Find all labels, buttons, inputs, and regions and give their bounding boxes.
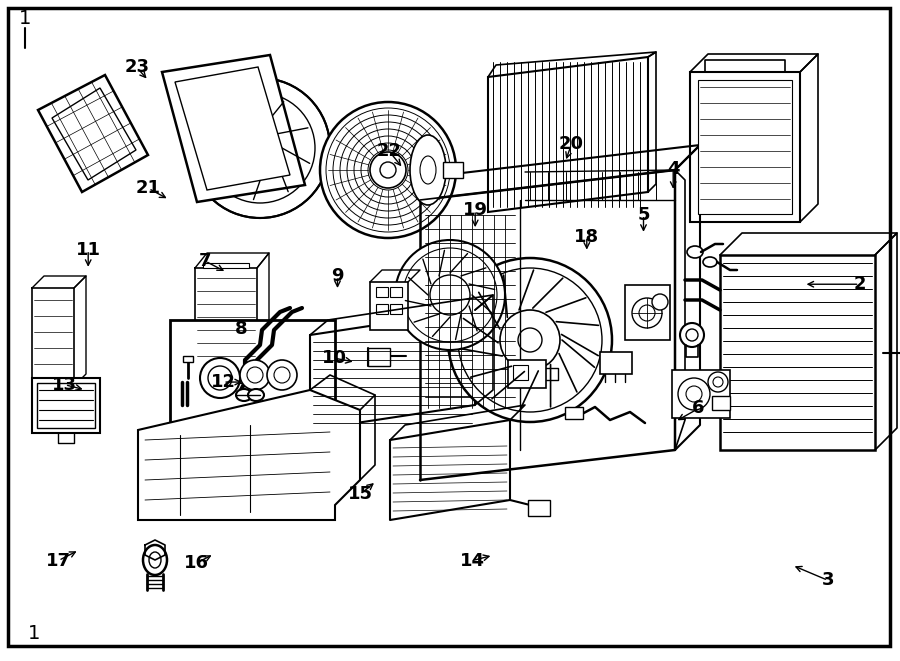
Bar <box>672 370 730 418</box>
Bar <box>508 360 546 388</box>
Bar <box>203 263 249 268</box>
Bar <box>528 500 550 516</box>
Text: 17: 17 <box>46 551 71 570</box>
Ellipse shape <box>395 240 505 350</box>
Ellipse shape <box>236 389 252 401</box>
Ellipse shape <box>240 360 270 390</box>
Ellipse shape <box>320 102 456 238</box>
Text: 10: 10 <box>322 349 347 368</box>
Polygon shape <box>38 75 148 192</box>
Text: 8: 8 <box>235 320 248 338</box>
Ellipse shape <box>708 372 728 392</box>
Ellipse shape <box>686 386 702 402</box>
Ellipse shape <box>680 323 704 347</box>
Bar <box>376 287 388 297</box>
Bar <box>712 396 730 410</box>
Polygon shape <box>488 57 648 212</box>
Bar <box>443 162 463 178</box>
Text: 20: 20 <box>559 135 584 153</box>
Ellipse shape <box>267 360 297 390</box>
Polygon shape <box>162 55 305 202</box>
Text: 3: 3 <box>822 571 834 590</box>
Bar <box>600 352 632 374</box>
Text: 5: 5 <box>637 206 650 224</box>
Text: 22: 22 <box>376 141 401 160</box>
Ellipse shape <box>518 328 542 352</box>
Bar <box>513 365 528 380</box>
Bar <box>565 407 583 419</box>
Ellipse shape <box>403 248 497 342</box>
Text: 12: 12 <box>211 373 236 391</box>
Polygon shape <box>138 390 360 520</box>
Text: 15: 15 <box>347 485 373 504</box>
Ellipse shape <box>380 162 396 178</box>
Ellipse shape <box>678 378 710 410</box>
Ellipse shape <box>639 305 655 321</box>
Bar <box>390 304 402 314</box>
Text: 21: 21 <box>136 179 161 198</box>
Ellipse shape <box>687 246 703 258</box>
Bar <box>390 287 402 297</box>
Bar <box>625 285 670 340</box>
Bar <box>170 320 335 425</box>
Ellipse shape <box>703 257 717 267</box>
Text: 4: 4 <box>667 159 680 178</box>
Ellipse shape <box>248 389 264 401</box>
Polygon shape <box>175 67 290 190</box>
Text: 11: 11 <box>76 241 101 259</box>
Text: 19: 19 <box>463 201 488 219</box>
Ellipse shape <box>713 377 723 387</box>
Ellipse shape <box>247 367 263 383</box>
Ellipse shape <box>458 268 602 412</box>
Text: 16: 16 <box>184 554 209 572</box>
Ellipse shape <box>190 78 330 218</box>
Text: 6: 6 <box>692 399 705 418</box>
Bar <box>698 80 792 214</box>
Polygon shape <box>52 88 136 180</box>
Ellipse shape <box>500 310 560 370</box>
Text: 9: 9 <box>331 267 344 286</box>
Ellipse shape <box>240 128 280 168</box>
Text: 14: 14 <box>460 551 485 570</box>
Ellipse shape <box>200 358 240 398</box>
Ellipse shape <box>143 545 167 575</box>
Ellipse shape <box>274 367 290 383</box>
Text: 13: 13 <box>52 375 77 394</box>
Ellipse shape <box>410 135 446 205</box>
Text: 1: 1 <box>28 624 40 642</box>
Text: 1: 1 <box>19 9 32 28</box>
Ellipse shape <box>420 156 436 184</box>
Ellipse shape <box>370 152 406 188</box>
Ellipse shape <box>686 329 698 341</box>
Bar <box>376 304 388 314</box>
Bar <box>37 383 95 428</box>
Text: 7: 7 <box>199 252 212 270</box>
Text: 18: 18 <box>574 227 599 246</box>
Ellipse shape <box>205 93 315 203</box>
Ellipse shape <box>208 366 232 390</box>
Text: 23: 23 <box>124 58 149 77</box>
Ellipse shape <box>632 298 662 328</box>
Bar <box>370 282 408 330</box>
Bar <box>690 72 800 222</box>
Ellipse shape <box>149 552 161 568</box>
Ellipse shape <box>448 258 612 422</box>
Bar <box>183 356 193 362</box>
Bar <box>32 378 100 433</box>
Bar <box>720 255 875 450</box>
Bar <box>368 348 390 366</box>
Ellipse shape <box>652 294 668 310</box>
Text: 2: 2 <box>853 275 866 293</box>
Ellipse shape <box>430 275 470 315</box>
Bar <box>203 378 249 383</box>
